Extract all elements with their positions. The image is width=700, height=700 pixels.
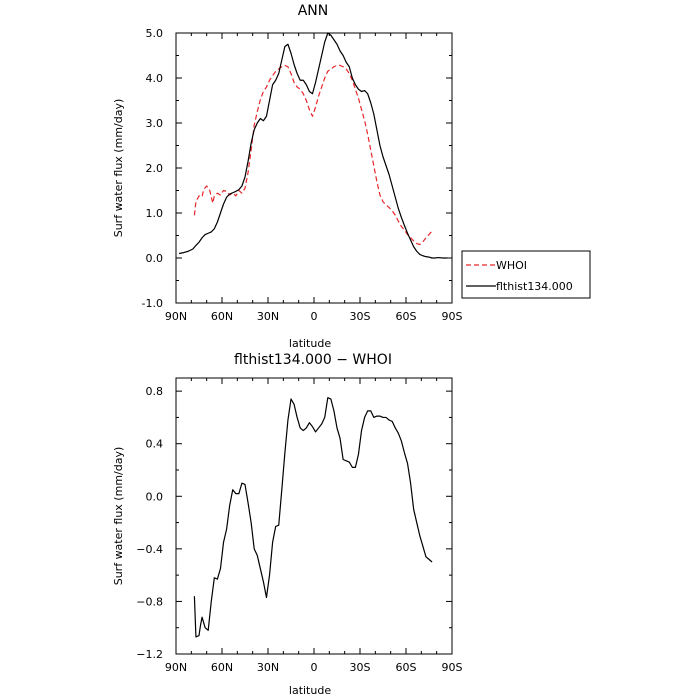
top-chart-y-tick-label: 0.0 [146,252,164,265]
top-chart-y-tick-label: -1.0 [142,297,163,310]
legend-label-whoi: WHOI [496,259,527,272]
bottom-chart-series-line-0 [193,397,433,638]
bottom-chart-x-tick-label: 90S [442,661,463,674]
top-chart-plot-frame [175,32,453,304]
legend-box [461,250,591,299]
top-chart-y-tick-label: 5.0 [146,27,164,40]
top-chart-series-line-whoi [193,64,433,246]
bottom-chart-y-tick-label: −0.4 [136,543,163,556]
top-chart-x-tick-label: 60S [396,310,417,323]
bottom-chart-x-tick-label: 60S [396,661,417,674]
bottom-chart-x-tick-label: 60N [211,661,233,674]
top-chart-x-tick-label: 90S [442,310,463,323]
top-chart-x-tick-label: 60N [211,310,233,323]
bottom-chart-y-tick-label: −1.2 [136,648,163,661]
bottom-chart-y-tick-label: 0.0 [146,490,164,503]
bottom-chart-plot-frame [175,377,453,655]
bottom-chart-x-axis-label: latitude [289,684,331,697]
top-chart-series-line-flthist134-000 [178,32,448,259]
top-chart-x-tick-label: 30N [257,310,279,323]
bottom-chart-series-lines [193,397,433,638]
top-chart-y-axis-label: Surf water flux (mm/day) [112,99,125,238]
top-chart-x-tick-labels: 90N 60N 30N 0 30S 60S 90S [165,310,463,323]
top-chart-y-tick-label: 2.0 [146,162,164,175]
top-chart-title: ANN [298,3,329,19]
bottom-chart-x-tick-label: 0 [311,661,318,674]
top-chart-x-tick-label: 30S [350,310,371,323]
bottom-chart-x-tick-labels: 90N 60N 30N 0 30S 60S 90S [165,661,463,674]
legend-label-flthist: flthist134.000 [496,280,573,293]
bottom-chart-y-tick-labels: −1.2 −0.8 −0.4 0.0 0.4 0.8 [136,385,163,661]
bottom-chart-y-tick-label: 0.4 [146,438,164,451]
top-chart-ticks [175,32,453,304]
top-chart-legend: WHOI flthist134.000 [461,250,591,299]
top-chart-x-tick-label: 90N [165,310,187,323]
bottom-chart-x-tick-label: 30N [257,661,279,674]
top-chart-y-tick-label: 4.0 [146,72,164,85]
bottom-chart-y-axis-label: Surf water flux (mm/day) [112,447,125,586]
top-chart-panel: ANN 90N 60N 30N 0 30S 60S 90S -1.0 0.0 1.0 2.0 3.0… [112,3,591,350]
bottom-chart-title: flthist134.000 − WHOI [234,352,392,368]
top-chart-x-axis-label: latitude [289,337,331,350]
bottom-chart-x-tick-label: 90N [165,661,187,674]
top-chart-y-tick-labels: -1.0 0.0 1.0 2.0 3.0 4.0 5.0 [142,27,163,310]
bottom-chart-x-tick-label: 30S [350,661,371,674]
bottom-chart-y-tick-label: −0.8 [136,595,163,608]
bottom-chart-panel: flthist134.000 − WHOI 90N 60N 30N 0 30S 60S 90… [112,352,463,697]
top-chart-x-tick-label: 0 [311,310,318,323]
top-chart-y-tick-label: 3.0 [146,117,164,130]
top-chart-series-lines [178,32,448,259]
bottom-chart-ticks [175,378,453,655]
top-chart-y-tick-label: 1.0 [146,207,164,220]
bottom-chart-y-tick-label: 0.8 [146,385,164,398]
